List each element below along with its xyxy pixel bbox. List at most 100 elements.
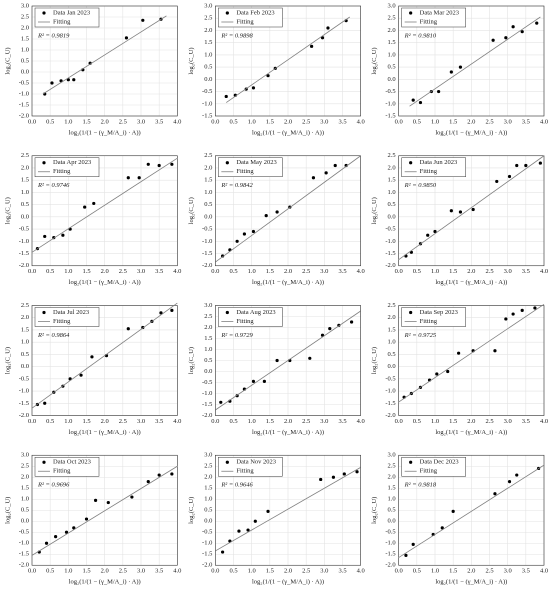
y-tick-label: -2.0 <box>19 262 29 269</box>
data-point <box>349 320 354 324</box>
y-tick-label: -0.5 <box>385 88 395 95</box>
fit-line <box>215 467 361 552</box>
y-axis-label: log₂(C_U) <box>188 197 195 224</box>
x-tick-label: 0.0 <box>211 418 219 425</box>
x-axis-label: log₂(1/(1 − (γ_M/A_i) · A)) <box>69 279 141 286</box>
y-tick-label: -2.0 <box>19 112 29 119</box>
y-axis-label: log₂(C_U) <box>371 497 378 524</box>
data-point <box>170 472 174 476</box>
x-tick-label: 2.0 <box>467 418 475 425</box>
x-tick-label: 1.5 <box>266 118 274 125</box>
x-tick-label: 0.5 <box>413 268 421 275</box>
x-tick-label: 4.0 <box>357 418 365 425</box>
data-point <box>44 541 49 545</box>
y-tick-label: 2.0 <box>204 164 212 171</box>
y-tick-label: 0.0 <box>21 213 29 220</box>
legend-label: Fitting <box>53 318 71 325</box>
y-tick-label: 1.0 <box>204 51 212 58</box>
y-tick-label: 0.5 <box>21 201 29 208</box>
data-point <box>83 205 87 209</box>
x-tick-label: 0.5 <box>413 418 421 425</box>
x-tick-label: 0.0 <box>395 418 403 425</box>
y-tick-label: 1.5 <box>204 39 212 46</box>
panel: 0.0 0.5 1.0 1.5 2.0 2.5 3.0 3.5 4.0 -2.0 -1.5 -1.0 -… <box>4 2 181 136</box>
x-tick-label: 1.0 <box>431 418 439 425</box>
data-point <box>457 351 461 355</box>
legend-label: Data Mar 2023 <box>420 9 459 16</box>
x-tick-label: 3.0 <box>320 268 328 275</box>
y-tick-label: -1.0 <box>202 100 212 107</box>
data-point <box>426 233 430 237</box>
data-point <box>507 480 512 484</box>
x-tick-label: 4.0 <box>540 268 548 275</box>
x-tick-label: 2.0 <box>284 418 292 425</box>
y-tick-label: 1.0 <box>388 339 396 346</box>
plot-frame <box>398 305 545 416</box>
y-tick-label: -2.0 <box>202 562 212 569</box>
y-tick-label: 1.5 <box>21 177 29 184</box>
r-squared: R² = 0.9898 <box>220 32 253 39</box>
legend-box <box>218 307 283 327</box>
x-tick-label: 0.5 <box>413 568 421 575</box>
plot-frame <box>398 5 545 117</box>
x-tick-label: 2.5 <box>302 268 310 275</box>
legend-label: Fitting <box>236 468 254 475</box>
y-tick-label: 0.0 <box>204 76 212 83</box>
y-tick-label: 1.5 <box>21 326 29 333</box>
plot-frame <box>31 155 178 267</box>
data-point <box>449 70 453 74</box>
data-point <box>61 233 65 237</box>
data-point <box>242 232 246 236</box>
legend-marker <box>225 11 229 15</box>
x-axis-label: log₂(1/(1 − (γ_M/A_i) · A)) <box>435 429 507 436</box>
y-tick-label: 2.0 <box>388 474 396 481</box>
y-tick-label: 2.5 <box>21 463 29 470</box>
y-tick-label: -1.5 <box>202 250 212 257</box>
data-point <box>106 500 110 505</box>
x-tick-label: 4.0 <box>357 118 365 125</box>
data-point <box>524 163 528 168</box>
data-point <box>246 528 250 532</box>
y-tick-label: 0.0 <box>204 368 212 375</box>
x-tick-label: 0.5 <box>46 568 54 575</box>
legend-box <box>401 157 466 177</box>
data-point <box>308 356 312 360</box>
x-tick-label: 1.0 <box>248 268 256 275</box>
data-point <box>320 36 325 40</box>
data-point <box>535 21 539 25</box>
y-tick-label: 1.0 <box>204 189 212 196</box>
x-tick-label: 2.5 <box>485 568 493 575</box>
x-tick-label: 0.0 <box>395 118 403 125</box>
r-squared: R² = 0.9696 <box>37 482 70 489</box>
plot-frame <box>398 155 545 267</box>
data-point <box>251 86 256 90</box>
y-tick-label: 2.5 <box>21 302 29 309</box>
y-tick-label: 0.5 <box>21 351 29 358</box>
y-tick-label: 3.0 <box>388 452 396 459</box>
y-tick-label: 0.5 <box>204 64 212 71</box>
x-tick-label: 2.5 <box>119 118 127 125</box>
fit-line <box>215 310 361 411</box>
y-tick-label: -1.5 <box>202 112 212 119</box>
x-axis-label: log₂(1/(1 − (γ_M/A_i) · A)) <box>252 129 324 136</box>
r-squared: R² = 0.9819 <box>37 32 70 39</box>
data-point <box>221 254 225 258</box>
data-point <box>435 372 439 376</box>
legend-label: Data Nov 2023 <box>236 459 276 466</box>
y-tick-label: 2.5 <box>388 302 396 309</box>
x-tick-label: 4.0 <box>357 568 365 575</box>
x-tick-label: 2.5 <box>302 118 310 125</box>
panel: 0.0 0.5 1.0 1.5 2.0 2.5 3.0 3.5 4.0 -2.0 -1.5 -1.0 -… <box>188 152 365 286</box>
x-axis-label: log₂(1/(1 − (γ_M/A_i) · A)) <box>435 579 507 586</box>
data-point <box>515 473 519 477</box>
y-tick-label: 2.5 <box>204 463 212 470</box>
data-point <box>124 36 129 40</box>
fit-line <box>215 155 361 263</box>
data-point <box>504 317 508 321</box>
x-tick-label: 0.0 <box>28 418 36 425</box>
y-tick-label: 2.0 <box>388 27 396 34</box>
y-tick-label: -0.5 <box>385 529 395 536</box>
data-point <box>221 550 225 554</box>
